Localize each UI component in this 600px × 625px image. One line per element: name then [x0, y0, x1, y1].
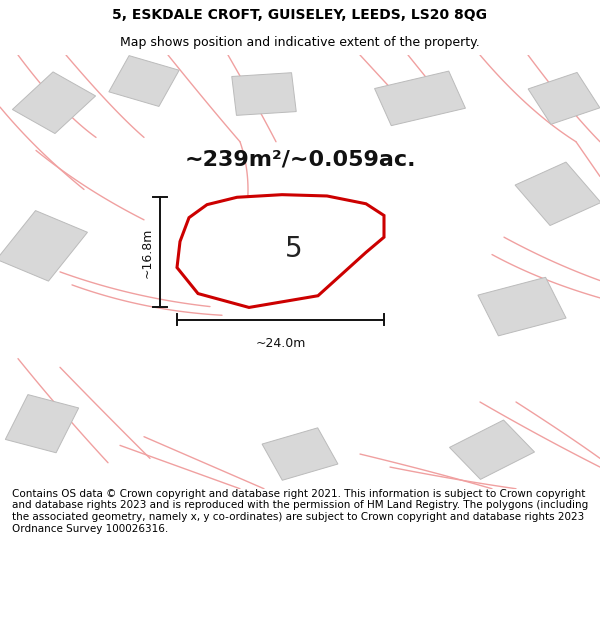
Polygon shape	[0, 211, 88, 281]
Polygon shape	[177, 194, 384, 308]
Text: ~24.0m: ~24.0m	[256, 337, 305, 350]
Polygon shape	[232, 72, 296, 116]
Polygon shape	[5, 394, 79, 452]
Polygon shape	[374, 71, 466, 126]
Text: ~16.8m: ~16.8m	[140, 227, 154, 278]
Text: 5, ESKDALE CROFT, GUISELEY, LEEDS, LS20 8QG: 5, ESKDALE CROFT, GUISELEY, LEEDS, LS20 …	[113, 8, 487, 22]
Text: ~239m²/~0.059ac.: ~239m²/~0.059ac.	[184, 149, 416, 169]
Polygon shape	[109, 56, 179, 106]
Polygon shape	[528, 72, 600, 124]
Polygon shape	[449, 420, 535, 479]
Polygon shape	[262, 428, 338, 480]
Polygon shape	[478, 278, 566, 336]
Text: Contains OS data © Crown copyright and database right 2021. This information is : Contains OS data © Crown copyright and d…	[12, 489, 588, 534]
Polygon shape	[515, 162, 600, 226]
Text: Map shows position and indicative extent of the property.: Map shows position and indicative extent…	[120, 36, 480, 49]
Text: 5: 5	[285, 235, 303, 263]
Polygon shape	[250, 227, 338, 291]
Polygon shape	[13, 72, 95, 134]
